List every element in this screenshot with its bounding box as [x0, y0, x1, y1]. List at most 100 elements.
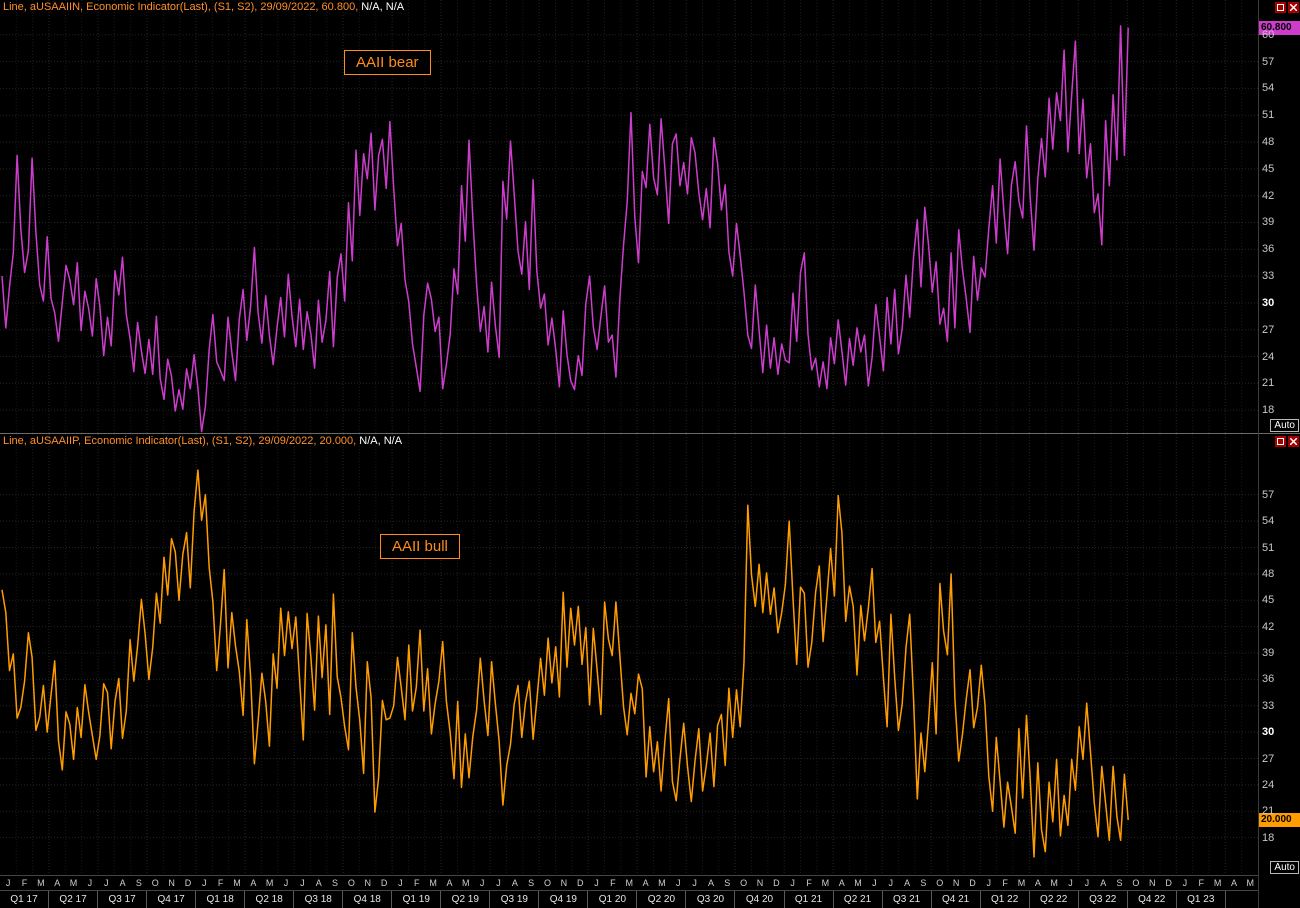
quarter-label: Q2 20	[636, 891, 685, 908]
month-label: J	[888, 878, 893, 888]
quarter-label: Q1 22	[979, 891, 1029, 908]
y-tick-label: 18	[1262, 404, 1275, 417]
bear-chart-surface[interactable]	[0, 0, 1258, 433]
y-tick-label: 21	[1262, 377, 1275, 390]
bull-last-value-badge: 20.000	[1259, 813, 1300, 828]
month-label: N	[168, 878, 175, 888]
month-label: J	[87, 878, 93, 888]
quarter-label: Q3 18	[293, 891, 342, 908]
month-label: D	[773, 878, 780, 888]
y-axis-region: 60.800 Auto 60 57 54 51 48 45 42 39 36 33 30 27 24 21…	[1258, 0, 1300, 908]
month-label: J	[398, 878, 403, 888]
month-label: F	[1198, 878, 1205, 888]
month-label: J	[676, 878, 681, 888]
month-label: M	[37, 878, 45, 888]
month-label: O	[544, 878, 552, 888]
month-label: M	[1246, 878, 1255, 888]
month-label: J	[103, 878, 109, 888]
month-label: N	[756, 878, 764, 888]
bear-last-value-badge: 60.800	[1259, 20, 1300, 35]
bear-y-axis: 60.800 Auto 60 57 54 51 48 45 42 39 36 33 30 27 24 21…	[1259, 0, 1300, 433]
quarter-label: Q1 17	[10, 894, 38, 905]
quarter-label: Q2 21	[832, 891, 882, 908]
y-tick-label: 33	[1262, 699, 1275, 712]
bear-auto-scale-button[interactable]: Auto	[1270, 419, 1299, 432]
month-label: A	[838, 878, 845, 888]
month-label: F	[610, 878, 616, 888]
close-glyph	[1290, 438, 1297, 445]
bear-legend[interactable]: Line, aUSAAIIN, Economic Indicator(Last)…	[3, 1, 404, 13]
y-tick-label: 39	[1262, 647, 1275, 659]
bull-auto-scale-button[interactable]: Auto	[1270, 861, 1299, 874]
y-tick-label: 51	[1262, 541, 1275, 554]
quarter-label: Q4 17	[146, 891, 195, 908]
y-tick-label: 33	[1262, 270, 1275, 283]
month-label: O	[740, 878, 748, 888]
restore-icon[interactable]	[1275, 436, 1286, 447]
month-label: J	[986, 878, 992, 888]
month-label: J	[283, 878, 289, 888]
month-label: J	[479, 878, 485, 888]
bull-legend[interactable]: Line, aUSAAIIP, Economic Indicator(Last)…	[3, 435, 402, 447]
month-label: S	[1116, 878, 1123, 888]
month-label: N	[560, 878, 568, 888]
month-label: M	[462, 878, 470, 888]
quarter-label: Q3 19	[489, 891, 538, 908]
quarter-label: Q4 18	[342, 891, 391, 908]
bear-line[interactable]	[1, 25, 1129, 433]
month-label: A	[119, 878, 126, 888]
bear-window-controls	[1275, 2, 1299, 13]
bear-legend-text: Line, aUSAAIIN, Economic Indicator(Last)…	[3, 1, 359, 13]
bull-line[interactable]	[1, 469, 1129, 858]
quarter-label: Q1 21	[783, 891, 833, 908]
y-tick-label: 42	[1262, 620, 1275, 633]
quarter-label: Q3 17	[97, 891, 146, 908]
quarter-label: Q4 19	[538, 891, 587, 908]
month-label: J	[1084, 878, 1090, 888]
month-label: J	[594, 878, 599, 888]
y-tick-label: 54	[1262, 82, 1275, 95]
month-label: F	[217, 878, 224, 888]
close-icon[interactable]	[1288, 2, 1299, 13]
bull-chart-surface[interactable]	[0, 434, 1258, 875]
month-label: J	[5, 878, 11, 888]
month-label: M	[233, 878, 241, 888]
y-tick-label: 27	[1262, 323, 1275, 336]
month-label: O	[1132, 878, 1140, 888]
month-label: D	[969, 878, 976, 888]
axis-corner-filler	[1259, 875, 1300, 908]
restore-icon[interactable]	[1275, 2, 1286, 13]
month-label: A	[642, 878, 649, 888]
month-label: A	[1034, 878, 1041, 888]
y-tick-label: 42	[1262, 189, 1275, 202]
y-tick-label: 30	[1262, 726, 1275, 739]
quarter-label: Q1 19	[391, 891, 440, 908]
month-label: O	[151, 878, 159, 888]
close-icon[interactable]	[1288, 436, 1299, 447]
month-label: N	[1148, 878, 1156, 888]
y-tick-label: 27	[1262, 752, 1275, 765]
month-label: J	[496, 878, 501, 888]
month-label: M	[1050, 878, 1058, 888]
quarter-label: Q3 21	[881, 891, 931, 908]
month-label: F	[414, 878, 420, 888]
month-label: J	[790, 878, 795, 888]
month-label: J	[1182, 878, 1188, 888]
y-tick-label: 30	[1262, 296, 1275, 309]
y-tick-label: 24	[1262, 350, 1275, 363]
y-tick-label: 18	[1262, 831, 1275, 844]
bull-legend-text: Line, aUSAAIIP, Economic Indicator(Last)…	[3, 435, 357, 447]
bull-legend-na: N/A, N/A	[356, 435, 403, 447]
quarter-filler	[1224, 891, 1258, 908]
bear-annotation-label[interactable]: AAII bear	[344, 50, 431, 75]
month-label: A	[250, 878, 257, 888]
month-label: J	[300, 878, 305, 888]
bull-window-controls	[1275, 436, 1299, 447]
month-label: N	[364, 878, 371, 888]
quarter-label: Q1 23	[1175, 891, 1225, 908]
month-label: O	[936, 878, 944, 888]
x-axis-quarters: Q1 17 Q2 17 Q3 17 Q4 17 Q1 18 Q2 18 Q3 18 Q4 18…	[0, 890, 1258, 908]
bull-annotation-label[interactable]: AAII bull	[380, 534, 460, 559]
